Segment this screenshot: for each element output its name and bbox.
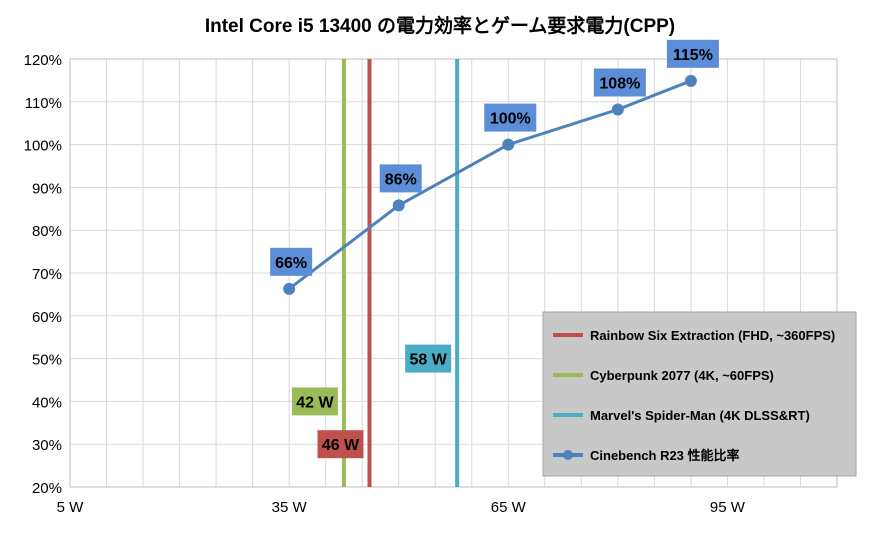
axis-layer: 20% 30% 40% 50% 60% 70% 80% 90% 100% 110% 120% 5 W 3…: [24, 52, 838, 516]
legend-label: Rainbow Six Extraction (FHD, ~360FPS): [590, 328, 835, 343]
y-tick-label: 50%: [32, 352, 62, 369]
label-layer: 46 W 42 W 58 W 66% 86% 100% 108% 115%: [270, 39, 719, 459]
data-label: 108%: [599, 76, 640, 93]
data-label-box: [484, 103, 537, 132]
y-tick-label: 120%: [24, 52, 62, 69]
vline-label: 58 W: [409, 352, 447, 369]
data-label-box: [593, 68, 646, 97]
y-tick-label: 40%: [32, 394, 62, 411]
vline-label: 46 W: [322, 437, 360, 454]
legend-label: Marvel's Spider-Man (4K DLSS&RT): [590, 408, 810, 423]
legend-label: Cyberpunk 2077 (4K, ~60FPS): [590, 368, 774, 383]
data-point: [283, 282, 296, 295]
x-tick-label: 35 W: [272, 499, 308, 516]
data-label-box: [379, 164, 422, 193]
legend-marker: [563, 450, 573, 460]
data-point: [611, 103, 624, 116]
legend: Rainbow Six Extraction (FHD, ~360FPS) Cyb…: [542, 311, 857, 477]
y-tick-label: 90%: [32, 180, 62, 197]
y-tick-label: 20%: [32, 480, 62, 497]
data-label-box: [666, 39, 719, 68]
data-label: 66%: [275, 255, 307, 272]
data-point: [684, 74, 697, 87]
data-label-box: [270, 247, 313, 276]
data-label: 115%: [673, 47, 713, 64]
x-tick-label: 5 W: [57, 499, 85, 516]
y-tick-label: 110%: [25, 95, 62, 112]
series-layer: [283, 74, 697, 295]
legend-label: Cinebench R23 性能比率: [590, 448, 740, 463]
data-point: [392, 199, 405, 212]
x-tick-label: 65 W: [491, 499, 527, 516]
y-tick-label: 80%: [32, 223, 62, 240]
data-label: 100%: [490, 111, 531, 128]
plot-border: [69, 58, 838, 488]
vline-label-box: [291, 387, 338, 416]
y-tick-label: 70%: [32, 266, 62, 283]
vline-label-box: [317, 430, 364, 459]
chart-title: Intel Core i5 13400 の電力効率とゲーム要求電力(CPP): [205, 14, 675, 37]
vline-layer: [341, 59, 460, 487]
vline-label: 42 W: [296, 394, 334, 411]
data-point: [502, 138, 515, 151]
legend-box: [542, 311, 857, 477]
y-tick-label: 100%: [24, 138, 62, 155]
y-tick-label: 60%: [32, 309, 62, 326]
vline-label-box: [405, 344, 452, 373]
y-tick-label: 30%: [32, 437, 62, 454]
x-tick-label: 95 W: [710, 499, 746, 516]
data-label: 86%: [385, 171, 417, 188]
